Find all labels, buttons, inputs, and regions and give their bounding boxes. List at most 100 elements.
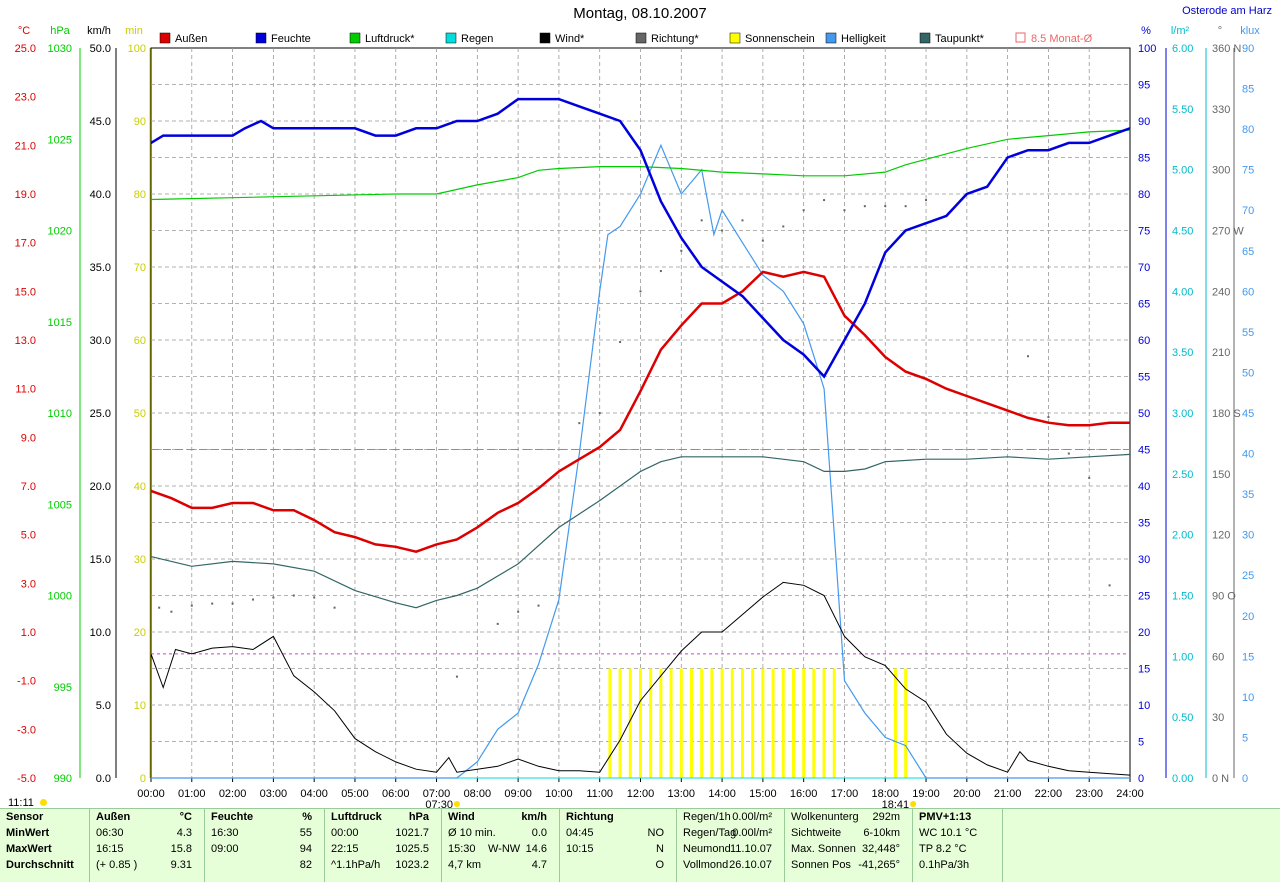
brightness-tick-label: 60	[1242, 286, 1254, 298]
direction-point	[537, 604, 540, 607]
legend-swatch	[159, 32, 171, 44]
stats-aussen-trend: (+ 0.85 )	[96, 859, 138, 871]
station-name: Osterode am Harz	[1182, 5, 1272, 17]
sunset-label: 18:41	[882, 799, 910, 808]
direction-tick-label: 150	[1212, 469, 1230, 481]
humidity-tick-label: 40	[1138, 481, 1150, 493]
stats-maxsonnen-value: 32,448°	[861, 843, 900, 855]
stats-regentag-label: Regen/Tag	[683, 827, 737, 839]
pressure-tick-label: 1025	[48, 134, 72, 146]
temperature-line	[150, 270, 1130, 554]
minutes-tick-label: 70	[134, 262, 146, 274]
stats-sonnenpos-label: Sonnen Pos	[791, 859, 851, 871]
stats-richtung-avg: O	[655, 859, 664, 871]
direction-point	[904, 205, 907, 208]
direction-point	[158, 606, 161, 609]
temp-tick-label: -1.0	[17, 676, 36, 688]
humidity-tick-label: 45	[1138, 445, 1150, 457]
brightness-tick-label: 80	[1242, 124, 1254, 136]
legend-swatch	[539, 32, 551, 44]
stats-pressure-trend: 0.1hPa/3h	[919, 859, 970, 871]
direction-point	[741, 219, 744, 222]
time-tick-label: 07:00	[423, 788, 451, 800]
wind-tick-label: 15.0	[90, 554, 111, 566]
direction-point	[884, 205, 887, 208]
humidity-line	[150, 97, 1131, 379]
legend-label: Helligkeit	[841, 33, 886, 45]
legend-swatch	[825, 32, 837, 44]
pressure-axis-unit: hPa	[50, 25, 70, 37]
humidity-tick-label: 0	[1138, 773, 1144, 785]
rain-tick-label: 2.00	[1172, 530, 1193, 542]
direction-point	[1067, 452, 1070, 455]
legend-swatch	[445, 32, 457, 44]
brightness-tick-label: 30	[1242, 530, 1254, 542]
time-tick-label: 08:00	[464, 788, 492, 800]
rain-tick-label: 5.50	[1172, 104, 1193, 116]
brightness-tick-label: 75	[1242, 165, 1254, 177]
stats-luftdruck-avg: 1023.2	[395, 859, 429, 871]
stats-wind-avg: 4.7	[531, 859, 547, 871]
direction-point	[659, 270, 662, 273]
direction-axis-unit: °	[1218, 25, 1222, 37]
time-tick-label: 20:00	[953, 788, 981, 800]
stats-wind-avg10: Ø 10 min.	[448, 827, 496, 839]
humidity-tick-label: 70	[1138, 262, 1150, 274]
rain-tick-label: 2.50	[1172, 469, 1193, 481]
humidity-tick-label: 30	[1138, 554, 1150, 566]
wind-tick-label: 10.0	[90, 627, 111, 639]
temp-tick-label: 17.0	[15, 238, 36, 250]
direction-tick-label: 120	[1212, 530, 1230, 542]
pressure-tick-label: 1010	[48, 408, 72, 420]
rain-tick-label: 1.50	[1172, 591, 1193, 603]
direction-tick-label: 270 W	[1212, 226, 1244, 238]
sunrise-label: 07:30	[425, 799, 453, 808]
direction-tick-label: 300	[1212, 165, 1230, 177]
legend-label: Sonnenschein	[745, 33, 815, 45]
pressure-tick-label: 990	[54, 773, 72, 785]
minutes-tick-label: 100	[128, 43, 146, 55]
minutes-tick-label: 30	[134, 554, 146, 566]
minutes-tick-label: 10	[134, 700, 146, 712]
stats-wolken-value: 292m	[872, 811, 900, 823]
temp-tick-label: 25.0	[15, 43, 36, 55]
time-tick-label: 10:00	[545, 788, 573, 800]
stats-sichtweite-value: 6-10km	[863, 827, 900, 839]
minutes-tick-label: 90	[134, 116, 146, 128]
rain-tick-label: 5.00	[1172, 165, 1193, 177]
stats-feuchte-max: 94	[299, 843, 312, 855]
stats-wind-distance: 4,7 km	[448, 859, 482, 871]
temp-tick-label: -5.0	[17, 773, 36, 785]
brightness-line	[151, 143, 1130, 779]
brightness-tick-label: 50	[1242, 367, 1254, 379]
minutes-axis-unit: min	[125, 25, 143, 37]
stats-neumond-value: 11.10.07	[729, 843, 772, 855]
stats-aussen-unit: °C	[179, 811, 192, 823]
stats-aussen-col: Außen °C 06:30 4.3 16:15 15.8 (+ 0.85 ) 9.31	[90, 809, 205, 882]
temp-tick-label: 3.0	[21, 578, 36, 590]
rain-tick-label: 3.00	[1172, 408, 1193, 420]
stats-wind-col: Wind km/h Ø 10 min. 0.0 15:30 W-NW 14.6 4,7 …	[442, 809, 560, 882]
humidity-tick-label: 75	[1138, 226, 1150, 238]
rain-tick-label: 4.50	[1172, 226, 1193, 238]
humidity-tick-label: 10	[1138, 700, 1150, 712]
brightness-tick-label: 45	[1242, 408, 1254, 420]
humidity-tick-label: 25	[1138, 591, 1150, 603]
stats-richtung-max-time: 10:15	[566, 843, 594, 855]
humidity-tick-label: 80	[1138, 189, 1150, 201]
direction-point	[782, 225, 785, 228]
time-tick-label: 12:00	[627, 788, 655, 800]
humidity-tick-label: 55	[1138, 372, 1150, 384]
humidity-tick-label: 15	[1138, 664, 1150, 676]
stats-wind-max-dir: W-NW	[488, 843, 521, 855]
time-tick-label: 06:00	[382, 788, 410, 800]
humidity-tick-label: 95	[1138, 80, 1150, 92]
pressure-line	[150, 129, 1131, 201]
stats-feuchte-avg: 82	[299, 859, 312, 871]
direction-point	[211, 602, 214, 605]
brightness-tick-label: 10	[1242, 692, 1254, 704]
legend-label: 8.5 Monat-Ø	[1031, 33, 1093, 45]
temp-tick-label: 13.0	[15, 335, 36, 347]
chart-title: Montag, 08.10.2007	[573, 5, 707, 22]
time-tick-label: 18:00	[871, 788, 899, 800]
